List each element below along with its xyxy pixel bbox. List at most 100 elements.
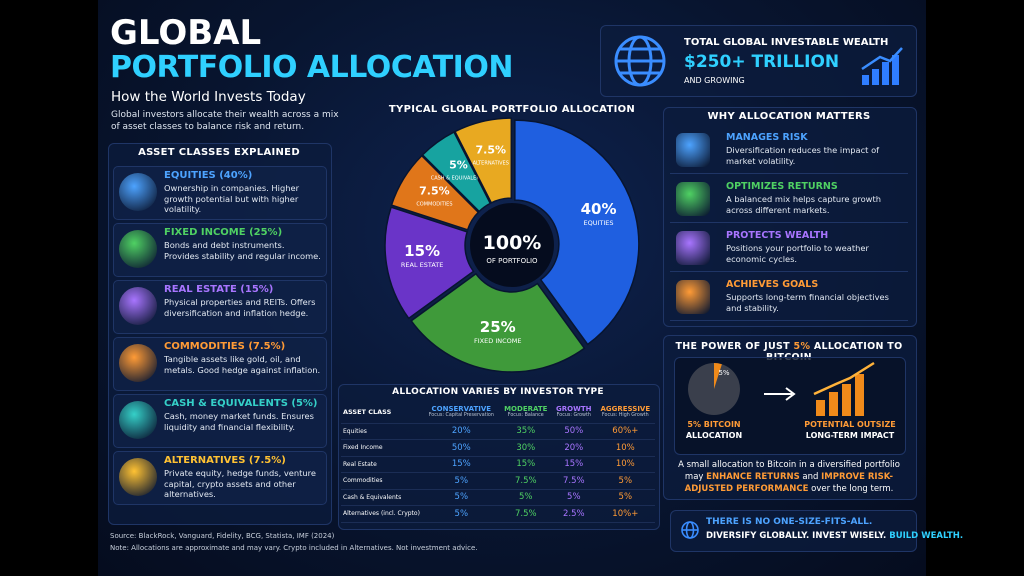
sources: Source: BlackRock, Vanguard, Fidelity, B… [110,532,335,540]
column-name: CONSERVATIVE [431,405,492,414]
table-cell: 50% [423,439,500,457]
pie-chart: 40%EQUITIES 25%FIXED INCOME 15%REAL ESTATE… [384,117,640,373]
table-cell: 2.5% [551,505,596,523]
caption-line: ALLOCATION [685,431,743,440]
why-title: ACHIEVES GOALS [726,279,819,290]
note: Note: Allocations are approximate and ma… [110,544,478,552]
caption-line: POTENTIAL OUTSIZE [804,420,896,429]
column-focus: Focus: Growth [556,413,591,419]
slice-label: FIXED INCOME [474,337,521,345]
body-part: A small allocation to Bitcoin in a diver… [678,460,900,482]
table-row: Fixed Income 50% 30% 20% 10% [341,439,655,457]
pie-slice [410,272,586,373]
column-name: MODERATE [504,405,548,414]
why-card: OPTIMIZES RETURNS A balanced mix helps ca… [670,177,908,223]
asset-heading: ASSET CLASSES EXPLAINED [138,147,300,158]
why-icon [676,182,710,216]
row-label: Cash & Equivalents [341,489,423,506]
slice-label: CASH & EQUIVALENTS [431,175,487,181]
slice-label: COMMODITIES [416,201,452,207]
table-cell: 5% [595,472,655,490]
body-part: over the long term. [811,484,894,494]
slice-value: 7.5% [475,144,506,157]
title-highlight: 5% [793,341,811,352]
table-cell: 7.5% [551,472,596,490]
column-focus: Focus: Balance [507,413,544,419]
table-cell: 5% [423,489,500,506]
bitcoin-body: A small allocation to Bitcoin in a diver… [668,459,910,495]
callout-text: DIVERSIFY GLOBALLY. INVEST WISELY. [706,531,887,541]
body-part: ENHANCE RETURNS [706,472,800,482]
slice-label: ALTERNATIVES [473,161,509,167]
table-cell: 5% [423,472,500,490]
callout-line1: THERE IS NO ONE-SIZE-FITS-ALL. [706,517,873,527]
column-name: AGGRESSIVE [600,405,651,414]
asset-card: CASH & EQUIVALENTS (5%) Cash, money marke… [113,394,327,448]
pie-center [470,203,554,287]
table-cell: 30% [499,439,552,457]
table-cell: 10%+ [595,505,655,523]
column-focus: Focus: Capital Preservation [428,413,494,419]
table-row: Real Estate 15% 15% 15% 10% [341,456,655,473]
table-cell: 50% [551,423,596,440]
asset-text: Bonds and debt instruments. Provides sta… [164,240,321,261]
why-text: Diversification reduces the impact of ma… [726,145,880,166]
why-text: Supports long-term financial objectives … [726,292,889,313]
why-card: PROTECTS WEALTH Positions your portfolio … [670,226,908,272]
why-text: A balanced mix helps capture growth acro… [726,194,881,215]
table-row: Commodities 5% 7.5% 7.5% 5% [341,472,655,490]
caption-line: 5% BITCOIN [687,420,741,429]
asset-title: COMMODITIES (7.5%) [164,341,286,352]
pie-slice [453,117,513,204]
asset-text: Ownership in companies. Higher growth po… [164,183,300,214]
row-label: Fixed Income [341,439,423,457]
table-row: Alternatives (incl. Crypto) 5% 7.5% 2.5% 10%… [341,505,655,523]
column-name: GROWTH [556,405,592,414]
pie-title: TYPICAL GLOBAL PORTFOLIO ALLOCATION [388,104,636,115]
asset-icon [119,344,157,382]
callout-line2: DIVERSIFY GLOBALLY. INVEST WISELY. BUILD… [706,531,963,541]
slice-value: 5% [449,158,468,171]
table-cell: 5% [595,489,655,506]
row-label: Real Estate [341,456,423,473]
why-icon [676,280,710,314]
slice-value: 40% [581,200,617,218]
table-cell: 7.5% [499,472,552,490]
asset-card: COMMODITIES (7.5%) Tangible assets like g… [113,337,327,391]
slice-label: REAL ESTATE [401,261,443,269]
body-part: and [802,472,819,482]
wealth-label: TOTAL GLOBAL INVESTABLE WEALTH [684,37,889,48]
asset-title: FIXED INCOME (25%) [164,227,283,238]
asset-text: Cash, money market funds. Ensures liquid… [164,411,314,432]
why-heading: WHY ALLOCATION MATTERS [707,111,871,122]
why-title: MANAGES RISK [726,132,808,143]
pie-slice [390,154,480,231]
wealth-note: AND GROWING [684,76,745,85]
arrow [764,387,796,401]
why-card: MANAGES RISK Diversification reduces the … [670,128,908,174]
asset-card: EQUITIES (40%) Ownership in companies. Hi… [113,166,327,220]
column-focus: Focus: High Growth [601,413,649,419]
slice-label: EQUITIES [584,219,614,227]
callout-globe [681,521,699,539]
why-icon [676,133,710,167]
table-cell: 10% [595,456,655,473]
table-cell: 35% [499,423,552,440]
asset-icon [119,287,157,325]
asset-text: Physical properties and REITs. Offers di… [164,297,316,318]
row-label: Equities [341,423,423,440]
growth-icon [861,47,903,85]
why-icon [676,231,710,265]
table-cell: 15% [551,456,596,473]
wealth-value: $250+ TRILLION [684,52,840,72]
column-header: GROWTH Focus: Growth [551,401,596,424]
table-title: ALLOCATION VARIES BY INVESTOR TYPE [392,387,604,397]
table-cell: 5% [499,489,552,506]
asset-text: Tangible assets like gold, oil, and meta… [164,354,321,375]
asset-icon [119,458,157,496]
column-header: CONSERVATIVE Focus: Capital Preservation [423,401,500,424]
caption-line: LONG-TERM IMPACT [805,431,895,440]
column-header: MODERATE Focus: Balance [499,401,552,424]
asset-card: ALTERNATIVES (7.5%) Private equity, hedge… [113,451,327,505]
